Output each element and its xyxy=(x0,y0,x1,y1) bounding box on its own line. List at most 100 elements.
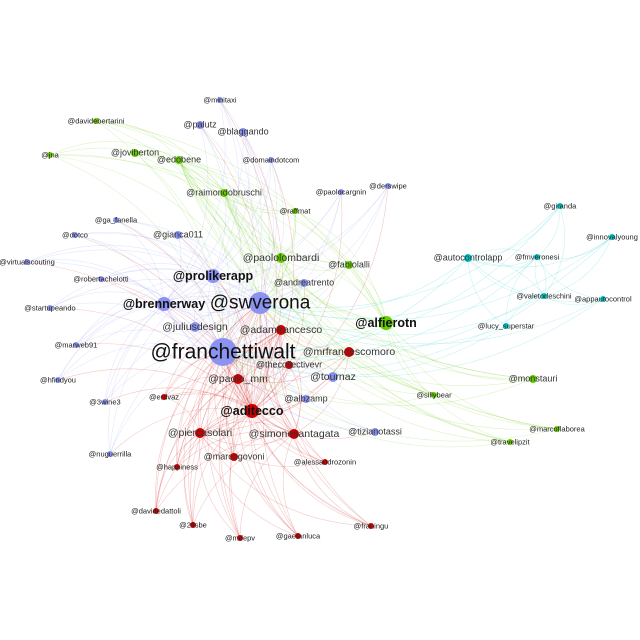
graph-node[interactable] xyxy=(245,404,259,418)
graph-node[interactable] xyxy=(322,459,328,465)
edge xyxy=(178,159,387,324)
graph-node[interactable] xyxy=(102,399,108,405)
edge xyxy=(259,295,545,336)
edge xyxy=(95,120,387,324)
graph-node[interactable] xyxy=(230,453,238,461)
graph-node[interactable] xyxy=(98,276,104,282)
node-label: @adamfrancesco xyxy=(239,323,323,336)
edge xyxy=(95,120,261,304)
graph-node[interactable] xyxy=(557,203,563,209)
graph-node[interactable] xyxy=(345,261,353,269)
graph-node[interactable] xyxy=(600,296,606,302)
graph-node[interactable] xyxy=(73,342,79,348)
edge xyxy=(242,131,283,412)
graph-node[interactable] xyxy=(47,305,53,311)
graph-node[interactable] xyxy=(464,254,472,262)
node-label: @startupeando xyxy=(24,303,76,313)
graph-node[interactable] xyxy=(153,508,159,514)
graph-node[interactable] xyxy=(196,121,204,129)
edge xyxy=(95,120,282,259)
graph-node[interactable] xyxy=(195,428,205,438)
graph-node[interactable] xyxy=(431,392,437,398)
graph-node[interactable] xyxy=(554,426,560,432)
graph-node[interactable] xyxy=(93,118,99,124)
edge xyxy=(178,159,435,396)
graph-node[interactable] xyxy=(209,338,237,366)
edge xyxy=(163,302,261,398)
edge xyxy=(178,159,282,259)
edge xyxy=(259,302,534,387)
graph-node[interactable] xyxy=(328,372,338,382)
graph-node[interactable] xyxy=(237,535,243,541)
graph-node[interactable] xyxy=(190,322,200,332)
graph-node[interactable] xyxy=(541,293,547,299)
graph-node[interactable] xyxy=(220,189,228,197)
graph-node[interactable] xyxy=(529,375,537,383)
edge xyxy=(236,378,299,537)
graph-node[interactable] xyxy=(131,149,139,157)
graph-node[interactable] xyxy=(344,347,354,357)
graph-node[interactable] xyxy=(609,234,615,240)
edge xyxy=(178,159,350,266)
graph-node[interactable] xyxy=(300,279,308,287)
graph-node[interactable] xyxy=(174,231,182,239)
edge xyxy=(222,351,558,442)
edge xyxy=(219,302,261,539)
edge xyxy=(251,351,350,412)
graph-node[interactable] xyxy=(217,97,223,103)
graph-node[interactable] xyxy=(175,156,183,164)
graph-node[interactable] xyxy=(24,259,30,265)
edge xyxy=(251,410,372,527)
graph-node[interactable] xyxy=(55,377,61,383)
graph-node[interactable] xyxy=(371,428,379,436)
graph-node[interactable] xyxy=(190,522,196,528)
edge xyxy=(49,154,224,353)
graph-node[interactable] xyxy=(157,297,171,311)
graph-node[interactable] xyxy=(276,253,286,263)
graph-node[interactable] xyxy=(302,395,310,403)
graph-node[interactable] xyxy=(268,157,274,163)
edge xyxy=(190,378,239,526)
graph-node[interactable] xyxy=(285,361,293,369)
edge xyxy=(155,433,295,512)
graph-node[interactable] xyxy=(338,189,344,195)
graph-node[interactable] xyxy=(289,429,299,439)
graph-node[interactable] xyxy=(239,128,247,136)
graph-node[interactable] xyxy=(113,217,119,223)
graph-node[interactable] xyxy=(233,374,243,384)
edge xyxy=(95,120,180,161)
graph-node[interactable] xyxy=(47,152,53,158)
edge xyxy=(259,302,334,378)
edge xyxy=(237,378,295,435)
graph-node[interactable] xyxy=(385,183,391,189)
graph-node[interactable] xyxy=(507,439,513,445)
edge xyxy=(178,159,282,259)
edge xyxy=(505,295,545,327)
graph-node[interactable] xyxy=(379,316,393,330)
graph-node[interactable] xyxy=(249,292,271,314)
node-label: @mrfrancescomoro xyxy=(302,345,396,358)
graph-node[interactable] xyxy=(368,523,374,529)
edge xyxy=(163,185,389,305)
graph-node[interactable] xyxy=(503,323,509,329)
edge xyxy=(199,378,239,434)
node-label: @mdepv xyxy=(224,533,256,543)
edge xyxy=(222,351,372,527)
edge xyxy=(278,329,326,463)
node-label: @piercasolari xyxy=(167,426,233,439)
graph-node[interactable] xyxy=(276,325,286,335)
edge xyxy=(115,219,224,353)
graph-node[interactable] xyxy=(161,394,167,400)
graph-node[interactable] xyxy=(534,254,540,260)
graph-node[interactable] xyxy=(107,451,113,457)
edge xyxy=(176,329,282,468)
edge xyxy=(49,154,387,324)
edge xyxy=(57,342,224,381)
graph-node[interactable] xyxy=(174,464,180,470)
edge xyxy=(163,191,342,305)
graph-node[interactable] xyxy=(206,269,220,283)
graph-node[interactable] xyxy=(72,232,78,238)
edge xyxy=(212,191,342,277)
graph-node[interactable] xyxy=(292,208,298,214)
graph-node[interactable] xyxy=(295,533,301,539)
